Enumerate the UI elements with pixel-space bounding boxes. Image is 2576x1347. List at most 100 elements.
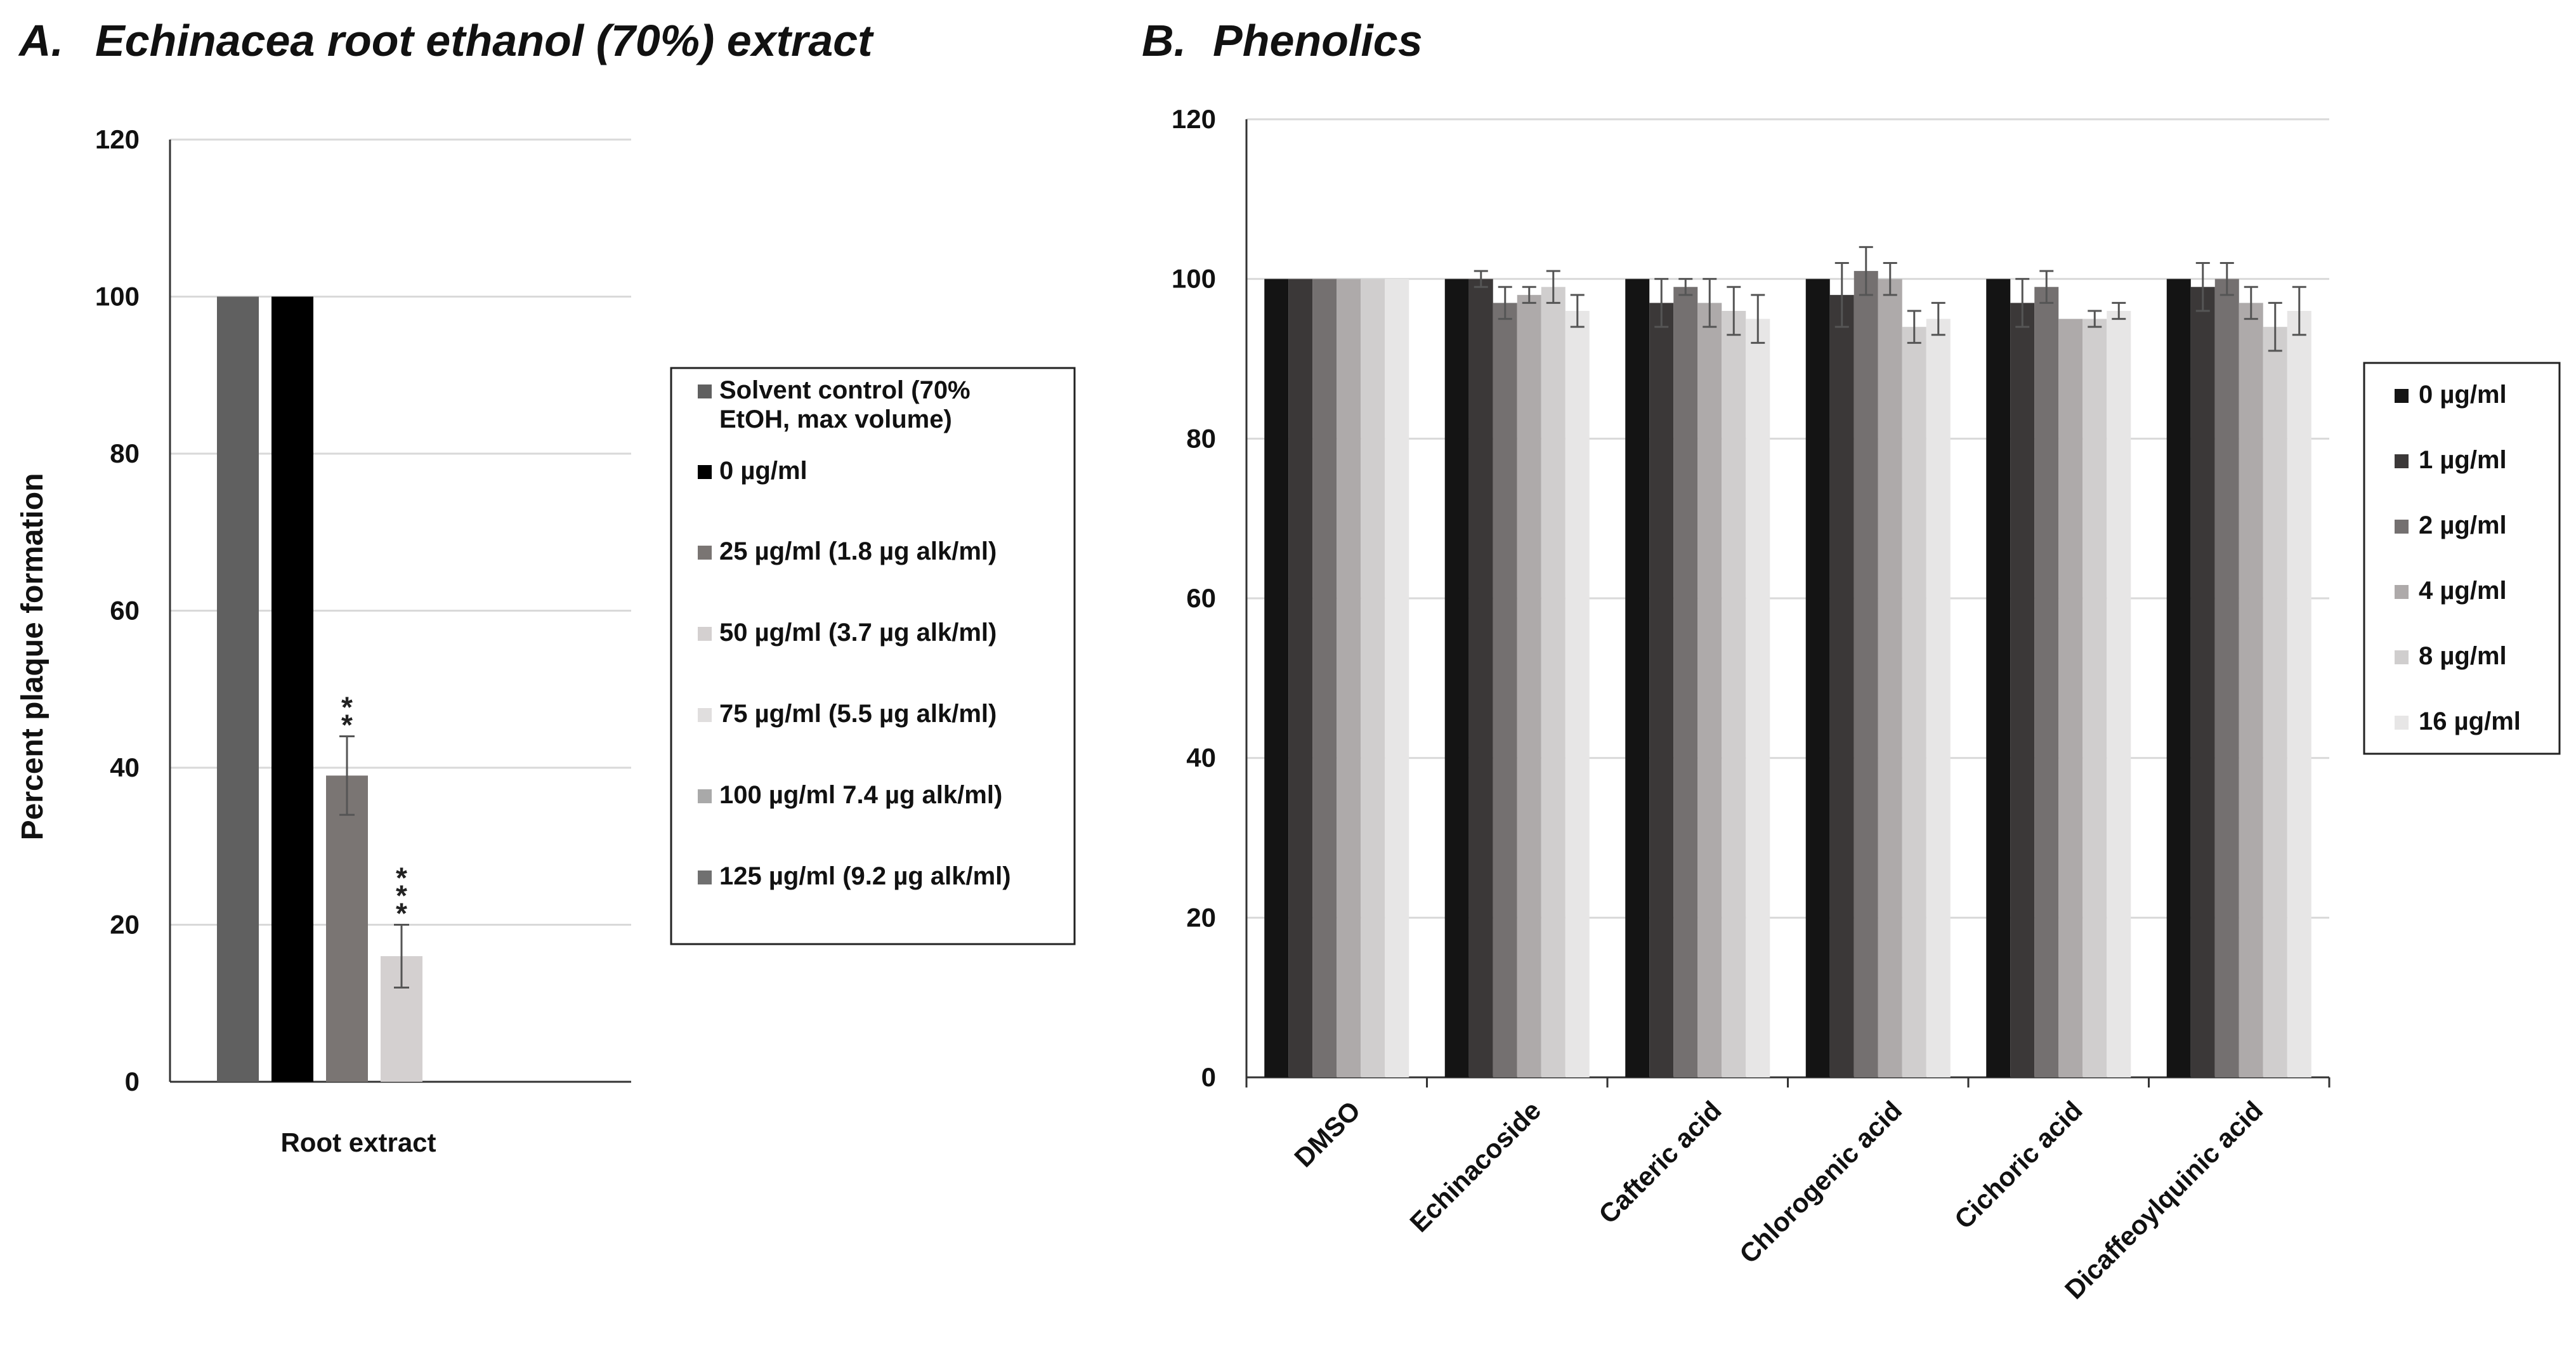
y-tick-label: 100 [1172, 264, 1216, 294]
x-category-label: Cafteric acid [1593, 1095, 1727, 1230]
bar [1517, 294, 1541, 1077]
bar [2239, 303, 2263, 1078]
legend-swatch [2395, 454, 2409, 468]
legend-label: EtOH, max volume) [719, 405, 952, 433]
y-tick-label: 120 [1172, 104, 1216, 134]
legend-label: 125 µg/ml (9.2 µg alk/ml) [719, 862, 1011, 890]
legend-swatch [698, 546, 712, 560]
bar [1288, 279, 1313, 1078]
legend-label: Solvent control (70% [719, 376, 971, 404]
legend-label: 1 µg/ml [2419, 446, 2507, 474]
bar [2058, 319, 2083, 1077]
bar [1565, 311, 1590, 1077]
y-tick-label: 80 [110, 438, 140, 468]
panel-a-y-axis-label: Percent plaque formation [16, 473, 49, 841]
panel-b-letter: B. [1142, 16, 1186, 65]
bar [2107, 311, 2131, 1077]
bar [1854, 271, 1878, 1077]
bar [2010, 303, 2035, 1078]
bar [2082, 319, 2107, 1077]
bar [2287, 311, 2311, 1077]
bar [1673, 287, 1698, 1077]
legend-swatch [698, 708, 712, 722]
panel-b-title: Phenolics [1213, 16, 1423, 65]
bar [1444, 279, 1469, 1078]
x-category-label: Root extract [280, 1127, 436, 1157]
bar [1312, 279, 1337, 1078]
legend-label: 100 µg/ml 7.4 µg alk/ml) [719, 781, 1002, 809]
legend-label: 16 µg/ml [2419, 707, 2521, 735]
legend-box [670, 367, 1076, 945]
bar [1829, 294, 1854, 1077]
x-category-label: DMSO [1288, 1095, 1366, 1173]
bar [1926, 319, 1951, 1077]
legend-swatch [2395, 585, 2409, 599]
bar [271, 296, 313, 1082]
significance-marker: * [341, 709, 353, 742]
y-tick-label: 60 [1186, 583, 1216, 613]
bar [1361, 279, 1385, 1078]
significance-marker: * [396, 897, 407, 930]
bar [217, 296, 259, 1082]
legend-label: 2 µg/ml [2419, 511, 2507, 539]
bar [1746, 319, 1770, 1077]
bar [2263, 327, 2287, 1077]
panel-b-plot: 0 20 40 60 80 100 120 DMSO Echinacoside Cafteric … [1172, 104, 2561, 1304]
panel-a-title: Echinacea root ethanol (70%) extract [95, 16, 874, 65]
y-tick-label: 20 [110, 910, 140, 940]
legend-swatch [2395, 389, 2409, 403]
legend-label: 4 µg/ml [2419, 577, 2507, 605]
y-tick-label: 100 [95, 282, 140, 312]
bar [1649, 303, 1674, 1078]
y-tick-label: 80 [1186, 423, 1216, 453]
bar [2166, 279, 2191, 1078]
y-tick-label: 40 [1186, 743, 1216, 773]
legend-label: 75 µg/ml (5.5 µg alk/ml) [719, 700, 997, 728]
legend-label: 50 µg/ml (3.7 µg alk/ml) [719, 619, 997, 647]
y-tick-label: 0 [125, 1067, 140, 1096]
legend-label: 25 µg/ml (1.8 µg alk/ml) [719, 537, 997, 565]
legend-label: 8 µg/ml [2419, 642, 2507, 670]
bar [1541, 287, 1566, 1077]
x-category-label: Dicaffeoylquinic acid [2059, 1095, 2268, 1304]
significance-marker: * [341, 691, 353, 724]
legend-swatch [698, 871, 712, 884]
y-tick-label: 20 [1186, 902, 1216, 932]
bar [1493, 303, 1517, 1078]
panel-a-letter: A. [18, 16, 63, 65]
bar [2190, 287, 2215, 1077]
bar [1697, 303, 1722, 1078]
bar [1625, 279, 1650, 1078]
bar [1805, 279, 1830, 1078]
x-category-label: Cichoric acid [1949, 1095, 2088, 1235]
significance-marker: * [396, 879, 407, 912]
bar [1468, 279, 1493, 1078]
legend-swatch [698, 384, 712, 398]
bar [326, 775, 368, 1082]
bar [1385, 279, 1409, 1078]
legend-swatch [698, 465, 712, 479]
bar [1902, 327, 1926, 1077]
legend-label: 0 µg/ml [2419, 381, 2507, 409]
bar [2214, 279, 2239, 1078]
bar [1986, 279, 2011, 1078]
y-tick-label: 60 [110, 596, 140, 626]
legend-swatch [698, 627, 712, 641]
legend-swatch [2395, 520, 2409, 534]
y-tick-label: 40 [110, 752, 140, 782]
bar [2034, 287, 2059, 1077]
y-tick-label: 0 [1201, 1062, 1216, 1092]
x-category-label: Echinacoside [1404, 1095, 1546, 1238]
legend-swatch [2395, 716, 2409, 730]
bar [1722, 311, 1746, 1077]
legend-swatch [2395, 650, 2409, 664]
bar [1264, 279, 1289, 1078]
x-category-label: Chlorogenic acid [1734, 1095, 1907, 1269]
significance-marker: * [396, 862, 407, 895]
legend-box [2363, 362, 2561, 755]
bar [1337, 279, 1361, 1078]
y-tick-label: 120 [95, 124, 140, 154]
